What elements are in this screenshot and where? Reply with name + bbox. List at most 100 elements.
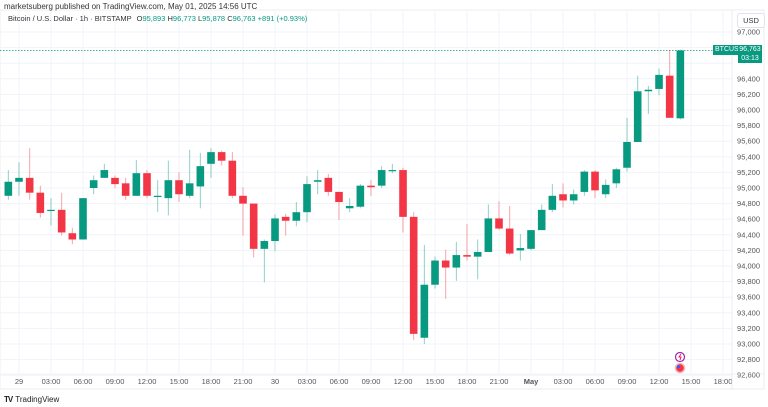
candle[interactable]	[612, 167, 621, 188]
candle[interactable]	[68, 227, 77, 245]
candle[interactable]	[324, 173, 333, 196]
candle[interactable]	[633, 75, 642, 142]
candle[interactable]	[79, 198, 87, 240]
candle[interactable]	[25, 148, 34, 200]
price-tick: 95,000	[737, 184, 760, 193]
candle[interactable]	[623, 117, 631, 172]
candle[interactable]	[527, 230, 535, 251]
candle[interactable]	[388, 163, 397, 174]
time-tick: 15:00	[682, 377, 701, 386]
candle[interactable]	[537, 204, 546, 231]
candle[interactable]	[473, 239, 482, 280]
candle[interactable]	[292, 202, 301, 227]
time-tick: 15:00	[170, 377, 189, 386]
candle[interactable]	[644, 85, 653, 114]
candle[interactable]	[164, 160, 173, 216]
candle[interactable]	[580, 170, 589, 196]
open-value: 95,893	[142, 14, 166, 23]
candle[interactable]	[228, 152, 237, 199]
time-tick: 09:00	[362, 377, 381, 386]
symbol-description: Bitcoin / U.S. Dollar · 1h · BITSTAMP	[8, 14, 132, 23]
candle[interactable]	[505, 205, 514, 256]
time-tick: 29	[15, 377, 23, 386]
time-tick: 09:00	[106, 377, 125, 386]
candle[interactable]	[665, 49, 674, 118]
candle[interactable]	[143, 170, 151, 199]
time-tick: 15:00	[426, 377, 445, 386]
candle[interactable]	[399, 167, 407, 233]
candle[interactable]	[100, 163, 109, 178]
candle[interactable]	[89, 175, 98, 195]
candle[interactable]	[4, 170, 13, 200]
candle[interactable]	[132, 159, 141, 196]
candle[interactable]	[601, 179, 610, 199]
candle[interactable]	[217, 150, 226, 166]
price-tick: 94,600	[737, 215, 760, 224]
candle[interactable]	[548, 184, 557, 213]
candle[interactable]	[121, 177, 130, 200]
candle[interactable]	[175, 172, 183, 203]
price-tick: 96,200	[737, 90, 760, 99]
time-tick: 06:00	[330, 377, 349, 386]
price-tick: 94,400	[737, 230, 760, 239]
event-markers[interactable]	[674, 351, 686, 374]
time-tick: 06:00	[74, 377, 93, 386]
change-value: +891 (+0.93%)	[257, 14, 308, 23]
candle[interactable]	[313, 170, 322, 195]
candle[interactable]	[367, 180, 375, 196]
price-tick: 95,800	[737, 121, 760, 130]
candle[interactable]	[249, 203, 258, 258]
candle[interactable]	[36, 185, 45, 218]
candle[interactable]	[281, 213, 290, 236]
candle[interactable]	[185, 149, 194, 199]
high-label: H	[167, 14, 173, 23]
price-tick: 93,600	[737, 293, 760, 302]
currency-button[interactable]: USD	[737, 13, 765, 28]
candle[interactable]	[409, 212, 418, 341]
symbol-badge: BTCUSD	[713, 45, 746, 55]
candle[interactable]	[377, 166, 386, 188]
candle[interactable]	[260, 239, 269, 283]
candle[interactable]	[356, 184, 365, 209]
candle[interactable]	[591, 170, 599, 199]
candle[interactable]	[441, 249, 450, 299]
tradingview-logo[interactable]: TV TradingView	[4, 395, 59, 404]
candle[interactable]	[655, 68, 663, 96]
candle[interactable]	[196, 152, 205, 209]
low-value: 95,878	[202, 14, 226, 23]
candle[interactable]	[495, 201, 503, 231]
candle[interactable]	[57, 192, 66, 236]
time-tick: 21:00	[490, 377, 509, 386]
candle[interactable]	[239, 187, 247, 236]
last-price: 96,763	[739, 46, 761, 53]
candle[interactable]	[484, 204, 493, 252]
candle[interactable]	[153, 180, 162, 213]
price-tick: 97,000	[737, 28, 760, 37]
tradingview-icon: TV	[4, 395, 13, 404]
candle[interactable]	[271, 214, 279, 252]
time-tick: 18:00	[714, 377, 733, 386]
candle[interactable]	[559, 183, 567, 208]
time-tick: 09:00	[618, 377, 637, 386]
candle[interactable]	[335, 191, 343, 220]
candle[interactable]	[431, 256, 439, 289]
candle[interactable]	[420, 244, 429, 344]
time-tick: 30	[271, 377, 279, 386]
price-tick: 93,000	[737, 340, 760, 349]
candle[interactable]	[111, 175, 119, 188]
time-tick: 18:00	[458, 377, 477, 386]
candle[interactable]	[303, 176, 311, 223]
candle[interactable]	[15, 162, 23, 196]
candle[interactable]	[207, 148, 215, 178]
candle[interactable]	[676, 49, 685, 120]
time-tick: 03:00	[554, 377, 573, 386]
price-tick: 94,200	[737, 246, 760, 255]
candle[interactable]	[47, 198, 55, 226]
candle[interactable]	[463, 223, 471, 261]
candle[interactable]	[516, 234, 525, 261]
candle[interactable]	[345, 198, 354, 213]
candle[interactable]	[569, 189, 578, 205]
candle[interactable]	[452, 241, 461, 281]
open-label: O	[136, 14, 143, 23]
